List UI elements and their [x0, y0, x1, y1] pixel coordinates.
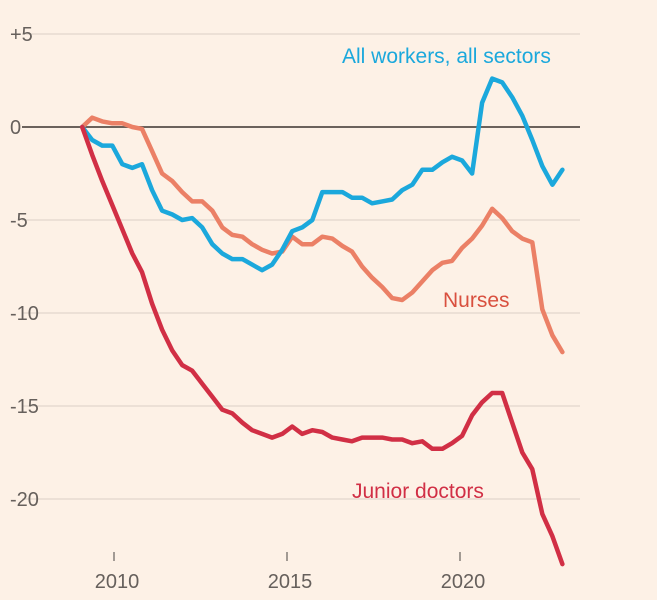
y-tick-label: +5	[10, 24, 33, 46]
x-tick-label: 2020	[441, 571, 486, 593]
series-label-all-workers: All workers, all sectors	[342, 45, 551, 68]
x-tick-label: 2015	[268, 571, 313, 593]
y-tick-label: -10	[10, 303, 39, 325]
series-label-nurses: Nurses	[443, 289, 510, 312]
gridlines	[22, 33, 580, 500]
series-label-junior-doctors: Junior doctors	[352, 480, 484, 503]
series-line-nurses	[79, 115, 565, 355]
y-tick-label: 0	[10, 117, 21, 139]
x-tick-label: 2010	[95, 571, 140, 593]
y-tick-label: -15	[10, 396, 39, 418]
series-labels: All workers, all sectors Nurses Junior d…	[342, 45, 551, 503]
y-tick-label: -5	[10, 210, 28, 232]
series-line-junior-doctors	[79, 124, 565, 567]
x-axis: 2010 2015 2020	[95, 552, 486, 593]
series-line-all-workers	[79, 76, 565, 273]
y-tick-label: -20	[10, 489, 39, 511]
y-axis: +5 0 -5 -10 -15 -20	[10, 24, 39, 511]
series-lines	[79, 76, 565, 567]
